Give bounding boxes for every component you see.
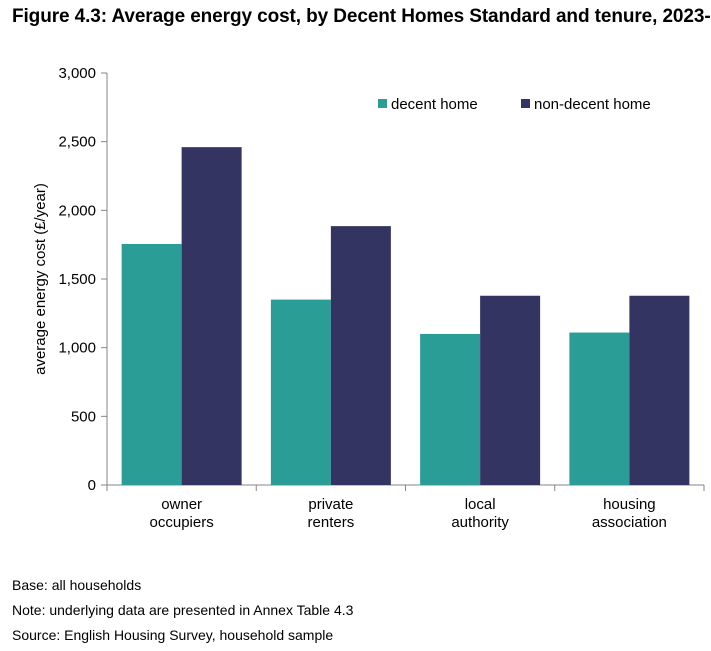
y-axis-title: average energy cost (£/year)	[32, 183, 49, 375]
y-tick-label: 500	[71, 408, 96, 425]
annex-note: Note: underlying data are presented in A…	[12, 602, 354, 618]
y-tick-label: 2,500	[58, 134, 96, 151]
figure-notes: Base: all households Note: underlying da…	[12, 573, 353, 648]
x-category-label: renters	[308, 514, 355, 531]
legend-non-decent-label: non-decent home	[534, 96, 651, 113]
bar-decent	[569, 332, 630, 485]
source-note: Source: English Housing Survey, househol…	[12, 627, 334, 643]
y-tick-label: 1,000	[58, 340, 96, 357]
x-category-label: local	[465, 496, 496, 513]
y-tick-label: 3,000	[58, 65, 96, 82]
base-note: Base: all households	[12, 577, 142, 593]
x-category-label: owner	[161, 496, 202, 513]
y-tick-label: 1,500	[58, 271, 96, 288]
legend-non-decent-swatch	[521, 99, 530, 108]
bar-non-decent	[629, 295, 690, 485]
legend-decent-label: decent home	[391, 96, 478, 113]
y-tick-label: 0	[88, 477, 96, 494]
x-category-label: occupiers	[150, 514, 214, 531]
bar-decent	[270, 299, 331, 485]
x-category-label: private	[308, 496, 353, 513]
bar-decent	[121, 243, 182, 485]
bar-non-decent	[330, 226, 391, 486]
bar-non-decent	[480, 295, 541, 485]
legend-decent-swatch	[378, 99, 387, 108]
figure-title: Figure 4.3: Average energy cost, by Dece…	[12, 6, 711, 27]
bar-non-decent	[181, 147, 242, 485]
bar-chart: 0 500 1,000 1,500 2,000 2,500 3,000 average ene…	[32, 65, 705, 531]
y-tick-label: 2,000	[58, 202, 96, 219]
x-category-label: authority	[451, 514, 509, 531]
x-category-label: housing	[603, 496, 656, 513]
x-category-label: association	[592, 514, 667, 531]
bar-decent	[420, 333, 481, 485]
